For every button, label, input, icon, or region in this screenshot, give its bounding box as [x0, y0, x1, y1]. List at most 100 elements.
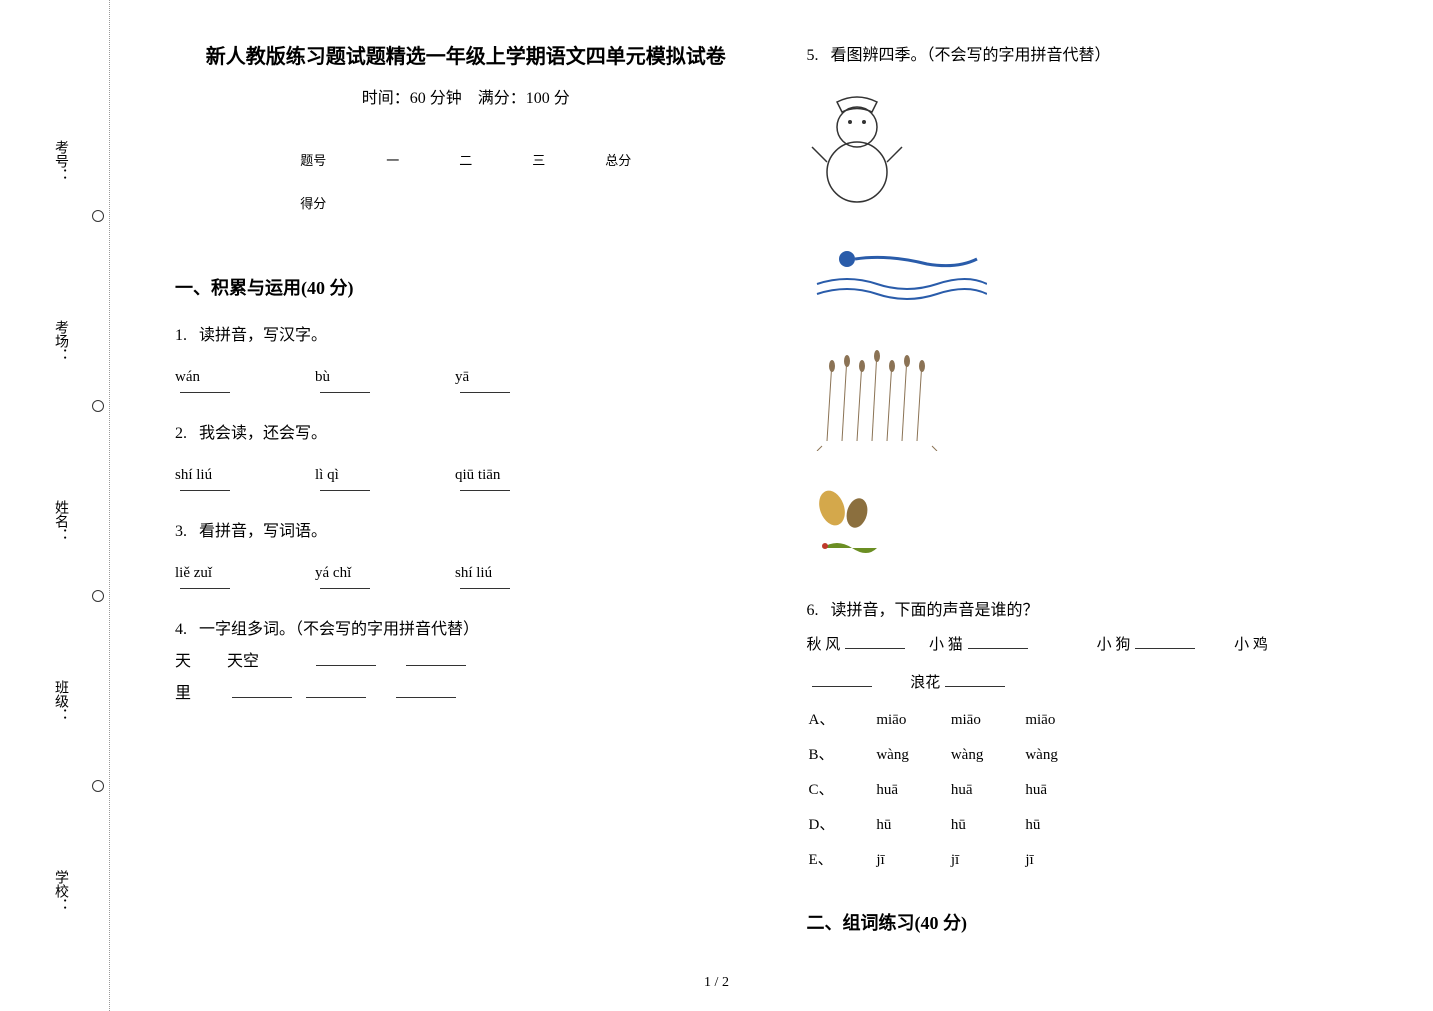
exam-subtitle: 时间：60 分钟 满分：100 分 — [175, 84, 757, 108]
binding-label-room: 考场： — [50, 320, 70, 362]
answer-label: 秋 风 — [807, 637, 841, 653]
option-value: jī — [876, 844, 949, 877]
question-number: 2. — [175, 425, 187, 442]
table-row: E、 jī jī jī — [809, 844, 1098, 877]
question-1: 1. 读拼音，写汉字。 wán bù yā — [175, 320, 757, 393]
page-number: 1 / 2 — [704, 975, 729, 991]
option-value: wàng — [1025, 739, 1098, 772]
answer-blank — [406, 665, 466, 666]
answer-blank — [180, 588, 230, 589]
pinyin-text: shí liú — [455, 558, 515, 588]
swimming-icon — [807, 234, 987, 304]
score-header: 三 — [502, 138, 575, 181]
answer-blank — [460, 588, 510, 589]
answer-blank — [945, 686, 1005, 687]
score-header: 总分 — [575, 138, 661, 181]
table-row: A、 miāo miāo miāo — [809, 704, 1098, 737]
pinyin-text: wán — [175, 362, 235, 392]
question-4: 4. 一字组多词。（不会写的字用拼音代替） 天 天空 里 — [175, 614, 757, 710]
answer-blank — [180, 490, 230, 491]
pinyin-text: shí liú — [175, 460, 235, 490]
score-cell — [575, 181, 661, 224]
answer-blank — [232, 697, 292, 698]
snowman-icon — [807, 87, 907, 207]
option-value: hū — [876, 809, 949, 842]
table-row: B、 wàng wàng wàng — [809, 739, 1098, 772]
table-row: C、 huā huā huā — [809, 774, 1098, 807]
answer-blank — [460, 392, 510, 393]
question-text: 一字组多词。（不会写的字用拼音代替） — [199, 621, 479, 638]
question-number: 5. — [807, 47, 819, 64]
binding-circle — [92, 590, 104, 602]
option-label: D、 — [809, 809, 875, 842]
table-row: D、 hū hū hū — [809, 809, 1098, 842]
grain-icon — [807, 331, 947, 451]
answer-blank — [316, 665, 376, 666]
binding-label-number: 考号： — [50, 140, 70, 182]
answer-label: 小 鸡 — [1234, 637, 1268, 653]
option-value: hū — [951, 809, 1024, 842]
pinyin-row: shí liú lì qì qiū tiān — [175, 460, 757, 491]
question-text: 看图辨四季。（不会写的字用拼音代替） — [831, 47, 1111, 64]
snowman-image — [807, 87, 1389, 219]
option-value: jī — [951, 844, 1024, 877]
main-content: 新人教版练习题试题精选一年级上学期语文四单元模拟试卷 时间：60 分钟 满分：1… — [110, 0, 1433, 1011]
binding-circle — [92, 210, 104, 222]
table-row: 得分 — [270, 181, 661, 224]
answer-label: 小 猫 — [929, 637, 963, 653]
option-value: huā — [951, 774, 1024, 807]
question-text: 读拼音，写汉字。 — [199, 327, 327, 344]
answer-blank — [320, 588, 370, 589]
option-label: E、 — [809, 844, 875, 877]
answer-blank — [320, 392, 370, 393]
option-value: wàng — [876, 739, 949, 772]
pinyin-item: yá chǐ — [315, 558, 375, 589]
right-column: 5. 看图辨四季。（不会写的字用拼音代替） — [782, 40, 1414, 991]
sprout-icon — [807, 478, 887, 558]
binding-label-class: 班级： — [50, 680, 70, 722]
season-images — [807, 87, 1389, 570]
pinyin-item: lì qì — [315, 460, 375, 491]
word-row: 天 天空 — [175, 646, 757, 678]
pinyin-text: lì qì — [315, 460, 375, 490]
pinyin-item: yā — [455, 362, 515, 393]
option-value: wàng — [951, 739, 1024, 772]
score-header: 题号 — [270, 138, 356, 181]
question-number: 4. — [175, 621, 187, 638]
pinyin-item: shí liú — [175, 460, 235, 491]
score-cell — [502, 181, 575, 224]
binding-circle — [92, 400, 104, 412]
binding-label-school: 学校： — [50, 870, 70, 912]
option-value: miāo — [951, 704, 1024, 737]
answer-label: 小 狗 — [1097, 637, 1131, 653]
question-text: 读拼音，下面的声音是谁的？ — [831, 602, 1039, 619]
question-5: 5. 看图辨四季。（不会写的字用拼音代替） — [807, 40, 1389, 570]
pinyin-row: liě zuǐ yá chǐ shí liú — [175, 558, 757, 589]
pinyin-item: wán — [175, 362, 235, 393]
binding-margin: 学校： 班级： 姓名： 考场： 考号： — [0, 0, 110, 1011]
option-value: huā — [1025, 774, 1098, 807]
binding-label-name: 姓名： — [50, 500, 70, 542]
option-value: jī — [1025, 844, 1098, 877]
score-header: 二 — [429, 138, 502, 181]
option-value: huā — [876, 774, 949, 807]
score-cell — [356, 181, 429, 224]
section-title: 一、积累与运用(40 分) — [175, 274, 757, 300]
sprout-image — [807, 478, 1389, 570]
pinyin-text: yā — [455, 362, 515, 392]
score-table: 题号 一 二 三 总分 得分 — [270, 138, 661, 224]
option-value: miāo — [1025, 704, 1098, 737]
pinyin-item: liě zuǐ — [175, 558, 235, 589]
char-label: 天 — [175, 653, 191, 670]
answer-blank — [460, 490, 510, 491]
option-value: hū — [1025, 809, 1098, 842]
q6-answer-row: 秋 风 小 猫 小 狗 小 鸡 浪花 — [807, 627, 1389, 702]
option-label: A、 — [809, 704, 875, 737]
option-label: C、 — [809, 774, 875, 807]
pinyin-item: bù — [315, 362, 375, 393]
options-table: A、 miāo miāo miāo B、 wàng wàng wàng C、 h… — [807, 702, 1100, 879]
pinyin-text: yá chǐ — [315, 558, 375, 588]
answer-blank — [968, 648, 1028, 649]
exam-title: 新人教版练习题试题精选一年级上学期语文四单元模拟试卷 — [175, 40, 757, 69]
section-title: 二、组词练习(40 分) — [807, 909, 1389, 935]
